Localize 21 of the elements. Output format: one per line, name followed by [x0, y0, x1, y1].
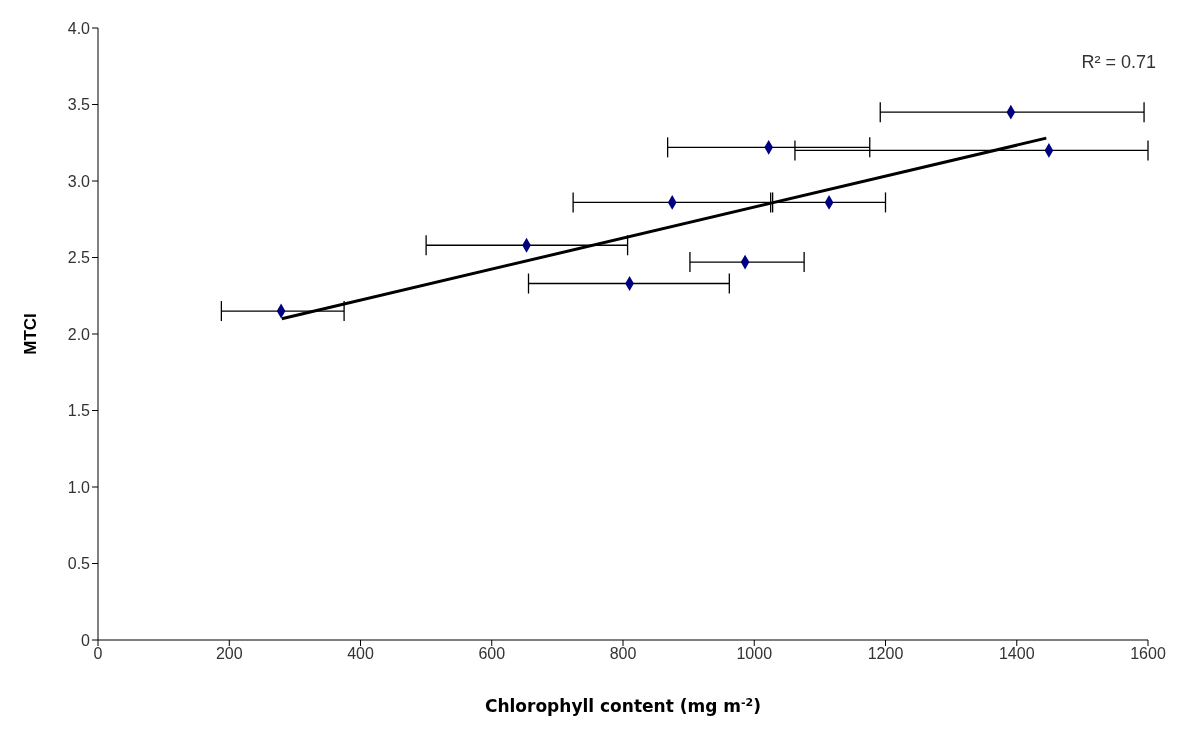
- x-tick-label: 1600: [1130, 645, 1166, 663]
- x-tick-label: 1200: [867, 645, 904, 663]
- annotation: R² = 0.71: [1081, 52, 1156, 73]
- x-axis-title: Chlorophyll content (mg m$^{-2}$): [484, 695, 762, 716]
- y-tick-label: 0: [81, 631, 91, 649]
- x-tick-label: 1000: [736, 645, 773, 663]
- y-tick-label: 3.0: [67, 172, 91, 190]
- x-tick-label: 800: [609, 645, 637, 663]
- y-tick-label: 1.0: [67, 478, 91, 496]
- y-tick-label: 1.5: [67, 402, 91, 420]
- x-tick-label: 400: [347, 645, 374, 663]
- x-tick-label: 0: [93, 645, 103, 663]
- y-tick-label: 4.0: [67, 19, 91, 37]
- y-tick-label: 2.5: [67, 249, 91, 267]
- y-tick-label: 0.5: [67, 555, 91, 573]
- y-axis-title: MTCI: [21, 313, 41, 355]
- x-tick-label: 200: [215, 645, 243, 663]
- y-tick-label: 3.5: [67, 96, 91, 114]
- y-tick-label: 2.0: [67, 325, 91, 343]
- x-tick-label: 1400: [998, 645, 1035, 663]
- x-tick-label: 600: [478, 645, 506, 663]
